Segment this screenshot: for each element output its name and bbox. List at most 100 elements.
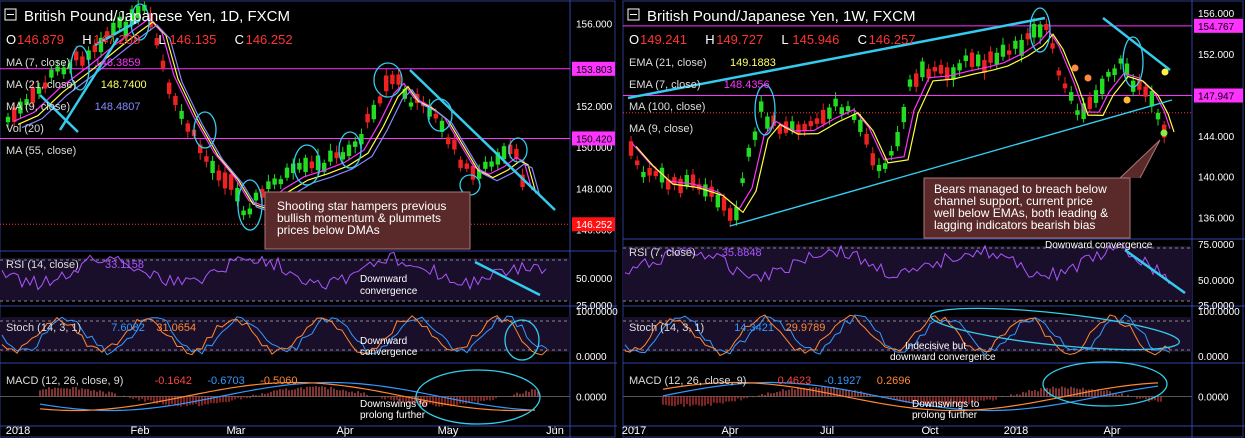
candle-body [520,174,525,188]
candle-body [30,87,35,104]
ohlc-value: 146.135 [169,32,216,47]
trend-line [58,37,120,131]
candle-body [229,174,234,190]
candle-body [36,87,42,94]
x-tick-label: Apr [1103,425,1120,437]
channel-line [729,99,1173,227]
candle-body [216,170,221,181]
rsi-label: RSI (14, close) [6,259,79,271]
candle-body [353,141,358,147]
candle-body [18,101,23,114]
candle-body [439,120,445,132]
moving-average-line [631,30,1171,211]
candle-body [396,74,401,85]
candle-body [105,31,110,40]
price-tag-label: 150.420 [576,134,613,145]
rsi-value: 33.1158 [105,259,144,271]
highlight-ellipse [130,3,150,41]
highlight-ellipse [754,84,776,136]
macd-label: MACD (12, 26, close, 9) [629,375,746,387]
candle-body [74,51,79,61]
candle-body [1131,80,1136,92]
rsi-tick-label: 50.0000 [576,274,613,285]
rsi-tick-label: 75.0000 [1198,240,1235,251]
candle-body [1087,96,1092,109]
candle-body [672,177,677,185]
candle-body [889,151,894,156]
candle-body [1007,50,1012,55]
trend-line [39,94,79,133]
candle-body [808,121,813,127]
candle-body [814,118,820,124]
stoch-band [623,317,1192,352]
candle-body [1118,58,1123,64]
candle-body [359,134,364,145]
annotation-box [264,191,471,250]
ohlc-value: 146.257 [869,32,916,47]
candle-body [253,192,259,201]
candle-body [167,82,172,95]
ohlc-label: L [158,32,165,47]
trend-line [94,18,141,47]
macd-value: 0.4623 [778,375,812,387]
ohlc-value: 147.208 [93,32,140,47]
macd-line [662,381,1159,412]
candle-body [266,181,271,190]
highlight-ellipse [293,144,321,186]
indicator-name: Vol (20) [6,123,44,135]
candle-body [728,208,733,221]
candle-body [988,51,993,63]
candle-body [976,54,981,67]
candle-body [117,16,122,28]
candle-body [1069,92,1074,101]
candle-body [284,167,290,178]
candle-body [142,4,147,11]
price-tag-label: 147.947 [1198,91,1235,102]
indicator-name: MA (9, close) [629,123,693,135]
candle-body [1155,112,1161,120]
rsi-band [623,246,1192,301]
macd-line [662,381,1159,412]
macd-value: -0.5060 [260,375,297,387]
highlight-ellipse [338,131,362,169]
candle-body [136,5,141,19]
candle-body [235,188,240,202]
candle-body [666,179,671,190]
candle-body [334,152,339,159]
candle-body [1124,63,1130,76]
candle-body [969,52,975,67]
rsi-band [0,258,570,301]
candle-body [508,144,513,155]
annotation-text: well below EMAs, both leading & [933,206,1108,220]
candle-body [864,133,869,145]
candle-body [328,150,333,162]
candle-body [297,162,302,170]
stoch-label: Stoch (14, 3, 1) [6,322,81,334]
candle-body [111,22,116,36]
annotation-box [923,139,1161,239]
candle-body [384,75,389,92]
candle-body [951,67,956,80]
candle-body [390,74,395,85]
y-tick-label: 148.000 [576,184,613,195]
candle-body [477,170,482,179]
candle-body [845,106,851,111]
stoch-d-value: 29.9789 [786,322,826,334]
candle-body [907,79,913,87]
candle-body [160,60,166,69]
indicator-name: MA (9, close) [6,101,70,113]
stoch-ellipse [930,307,1180,351]
stoch-line [1,315,548,356]
candle-body [483,161,488,169]
x-tick-label: Feb [131,425,150,437]
candle-body [470,165,476,180]
ohlc-label: O [6,32,16,47]
rsi-value: 35.8848 [722,247,762,259]
rsi-trend-line [474,260,541,297]
y-tick-label: 152.000 [576,102,613,113]
x-tick-label: Apr [721,425,738,437]
annotation-text: prices below DMAs [277,223,380,237]
candle-body [346,144,352,156]
highlight-ellipse [373,62,403,98]
